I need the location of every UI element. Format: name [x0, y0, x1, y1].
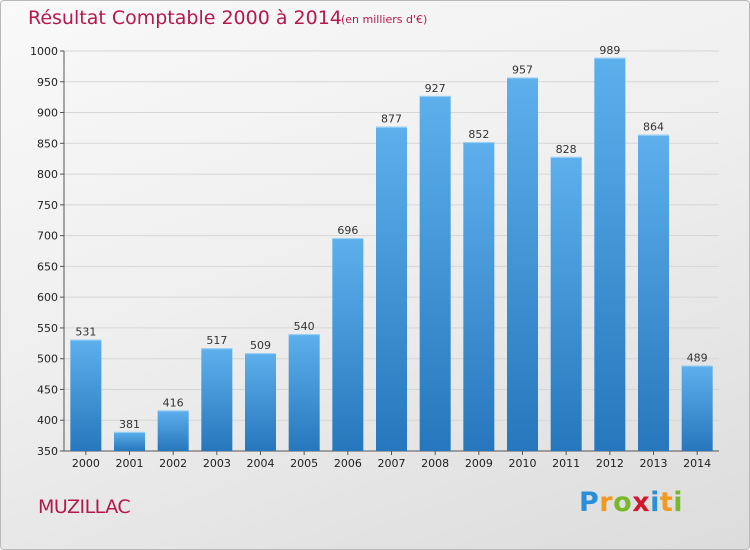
bar-value-label: 877	[381, 113, 402, 126]
bar	[288, 334, 320, 451]
x-tick-label: 2005	[290, 457, 318, 470]
y-tick-label: 350	[37, 445, 58, 458]
x-tick-label: 2014	[683, 457, 711, 470]
bar	[550, 156, 582, 451]
bar-value-label: 828	[556, 143, 577, 156]
bar	[463, 142, 495, 452]
y-tick-label: 500	[37, 353, 58, 366]
bar	[681, 365, 713, 451]
bar-value-label: 517	[206, 334, 227, 347]
bar	[376, 126, 407, 451]
bar-value-label: 531	[75, 326, 96, 339]
y-tick-label: 950	[37, 76, 58, 89]
bar-value-label: 381	[119, 418, 140, 431]
bar-value-label: 696	[337, 224, 358, 237]
y-tick-label: 900	[37, 107, 58, 120]
bar	[507, 77, 538, 451]
bar-value-label: 489	[687, 351, 708, 364]
bar-value-label: 989	[599, 44, 620, 57]
bar-value-label: 957	[512, 63, 533, 76]
y-tick-label: 1000	[30, 45, 58, 58]
bar	[594, 57, 626, 452]
bar-value-label: 852	[468, 128, 489, 141]
x-tick-label: 2000	[72, 457, 100, 470]
x-tick-label: 2010	[509, 457, 537, 470]
bar-value-label: 416	[163, 396, 184, 409]
x-tick-label: 2004	[247, 457, 275, 470]
bar	[332, 238, 364, 451]
y-tick-label: 450	[37, 383, 58, 396]
x-tick-label: 2009	[465, 457, 493, 470]
bar	[70, 339, 102, 451]
bar-value-label: 864	[643, 121, 664, 134]
y-tick-label: 600	[37, 291, 58, 304]
proxiti-logo[interactable]: Proxiti	[579, 487, 684, 518]
bar	[201, 348, 233, 451]
y-tick-label: 850	[37, 137, 58, 150]
chart-title: Résultat Comptable 2000 à 2014	[28, 7, 342, 29]
bar-value-label: 540	[294, 320, 315, 333]
place-name: MUZILLAC	[38, 496, 131, 518]
y-tick-label: 700	[37, 230, 58, 243]
x-tick-label: 2006	[334, 457, 362, 470]
bar	[114, 431, 145, 451]
labels: 531 2000 381 2001 416 2002 517 2003 509 2004 540 20…	[72, 44, 711, 470]
bar-value-label: 927	[425, 82, 446, 95]
chart-subtitle: (en milliers d'€)	[341, 13, 428, 26]
y-tick-label: 800	[37, 168, 58, 181]
bar	[157, 410, 189, 451]
x-tick-label: 2008	[421, 457, 449, 470]
bar	[419, 95, 451, 451]
y-tick-label: 750	[37, 199, 58, 212]
x-tick-label: 2013	[640, 457, 668, 470]
x-tick-label: 2003	[203, 457, 231, 470]
y-tick-label: 400	[37, 414, 58, 427]
x-tick-label: 2011	[552, 457, 580, 470]
bar	[245, 353, 276, 451]
bar	[638, 134, 669, 451]
y-tick-label: 550	[37, 322, 58, 335]
y-tick-label: 650	[37, 260, 58, 273]
bars	[70, 57, 713, 452]
bar-value-label: 509	[250, 339, 271, 352]
x-tick-label: 2002	[159, 457, 187, 470]
x-tick-label: 2001	[116, 457, 144, 470]
x-tick-label: 2007	[378, 457, 406, 470]
x-tick-label: 2012	[596, 457, 624, 470]
